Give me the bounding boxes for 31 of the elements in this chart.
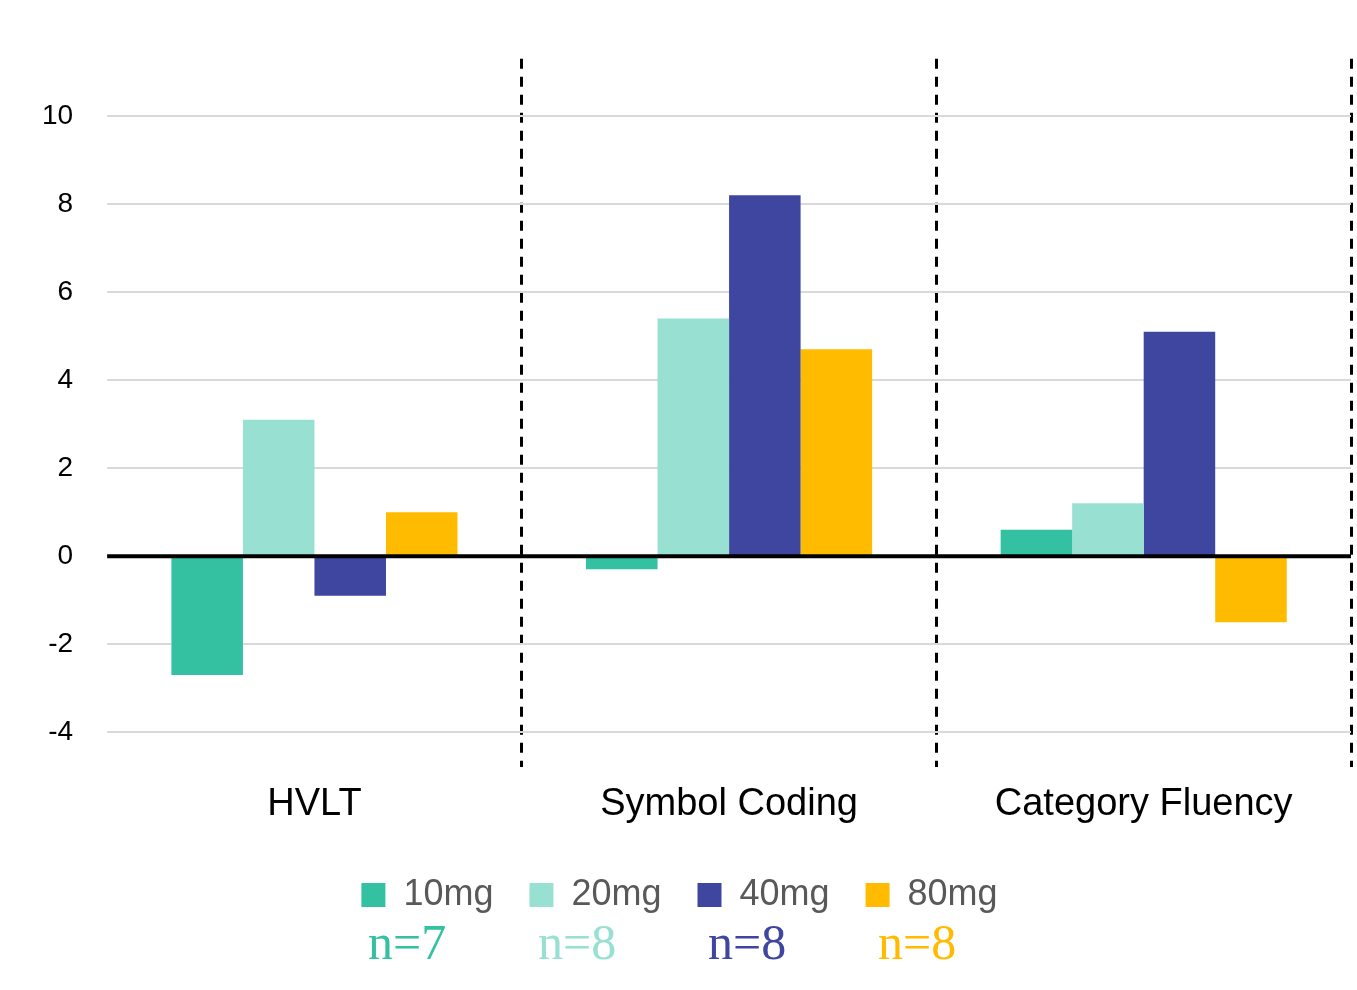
y-tick-label: 10 — [41, 98, 74, 130]
x-tick-label: Symbol Coding — [600, 780, 858, 823]
y-tick-label: 0 — [57, 538, 74, 570]
legend-label: 20mg — [571, 871, 662, 913]
text: n=7 — [368, 913, 448, 971]
text: n=8 — [878, 913, 958, 971]
bar — [1215, 557, 1287, 623]
bar — [242, 419, 315, 556]
x-tick-label: HVLT — [267, 780, 362, 823]
text: n=8 — [538, 913, 618, 971]
y-tick-label: 8 — [57, 186, 74, 218]
bar — [1072, 503, 1144, 556]
bar — [586, 557, 658, 570]
bar — [314, 557, 386, 596]
legend-label: 40mg — [739, 871, 830, 913]
y-tick-label: -2 — [48, 626, 74, 658]
legend-label: 10mg — [403, 871, 494, 913]
y-tick-label: 6 — [57, 274, 74, 306]
x-tick-label: Category Fluency — [994, 780, 1293, 823]
legend-label: 80mg — [907, 871, 998, 913]
bar — [800, 349, 873, 556]
bar — [385, 512, 458, 556]
y-tick-label: -4 — [48, 714, 74, 746]
y-tick-label: 2 — [57, 450, 74, 482]
bar — [729, 195, 801, 556]
bar — [657, 318, 730, 556]
text: n=8 — [708, 913, 788, 971]
bar — [1000, 529, 1073, 556]
y-tick-label: 4 — [57, 362, 74, 394]
bar — [171, 557, 243, 675]
bar — [1143, 331, 1216, 556]
